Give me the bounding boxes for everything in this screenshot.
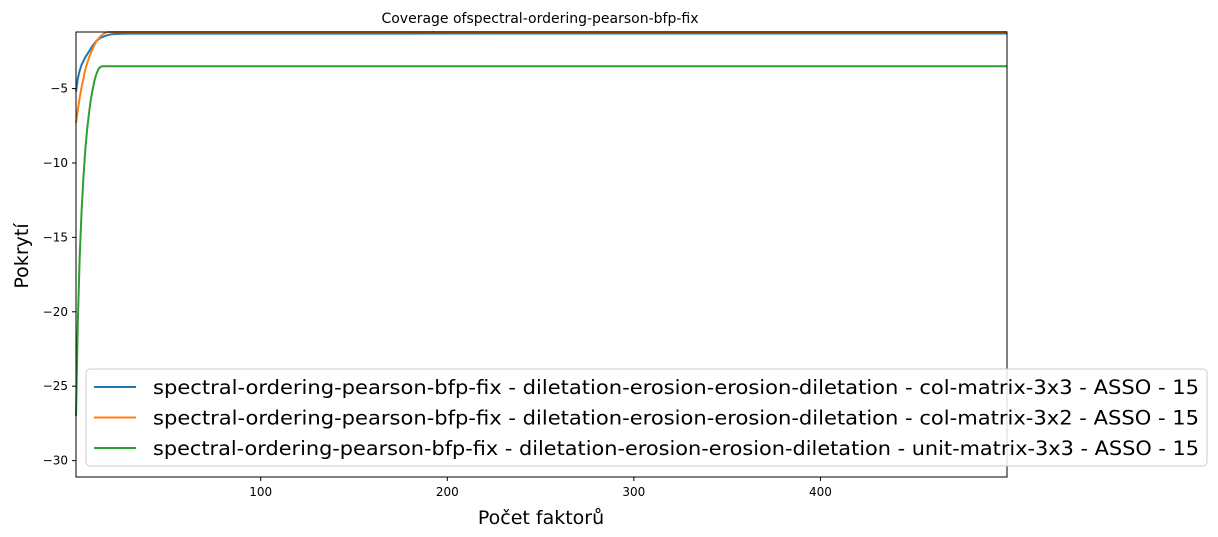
legend: spectral-ordering-pearson-bfp-fix - dile…	[85, 368, 1208, 467]
legend-label: spectral-ordering-pearson-bfp-fix - dile…	[153, 376, 1199, 399]
y-tick-label: −30	[43, 454, 68, 468]
legend-box	[85, 368, 1208, 467]
y-tick-label: −10	[43, 156, 68, 170]
y-tick-label: −25	[43, 379, 68, 393]
y-tick-label: −5	[50, 82, 68, 96]
x-tick-label: 100	[249, 485, 272, 499]
x-tick-label: 300	[622, 485, 645, 499]
y-tick-label: −15	[43, 230, 68, 244]
x-tick-label: 200	[436, 485, 459, 499]
x-axis-label: Počet faktorů	[478, 507, 604, 529]
legend-label: spectral-ordering-pearson-bfp-fix - dile…	[153, 407, 1199, 430]
plot-frame	[75, 31, 1008, 478]
chart-title: Coverage ofspectral-ordering-pearson-bfp…	[381, 11, 698, 27]
ticks-layer: 100 200 300 400 −5 −10 −15 −20 −25 −30	[43, 82, 832, 499]
y-tick-label: −20	[43, 305, 68, 319]
y-axis-label: Pokrytí	[11, 223, 33, 289]
legend-label: spectral-ordering-pearson-bfp-fix - dile…	[153, 437, 1199, 460]
series-line-3	[75, 65, 1007, 417]
x-tick-label: 400	[809, 485, 832, 499]
